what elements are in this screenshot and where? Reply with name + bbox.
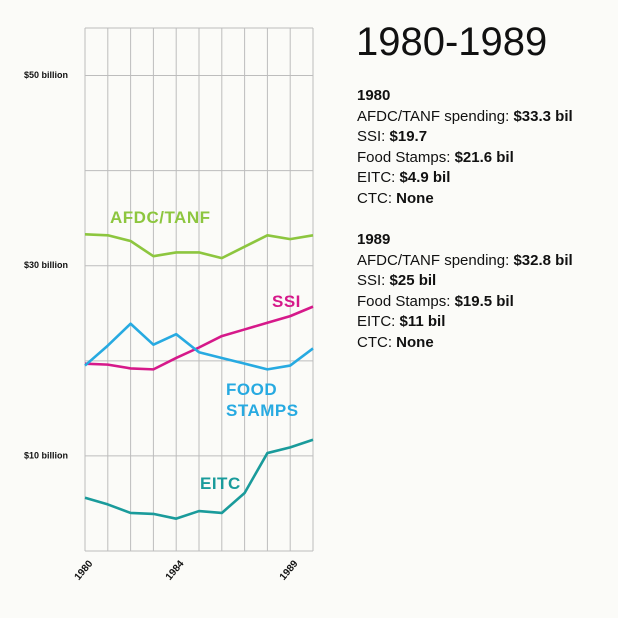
note-row: AFDC/TANF spending: $32.8 bil — [357, 251, 573, 272]
note-value: $11 bil — [399, 313, 446, 330]
notes: 1980 AFDC/TANF spending: $33.3 bil SSI: $1… — [357, 86, 573, 374]
note-row: Food Stamps: $21.6 bil — [357, 148, 573, 169]
x-tick-label: 1989 — [278, 558, 301, 582]
note-label: Food Stamps: — [357, 292, 451, 310]
series-line — [84, 438, 314, 520]
series-label: AFDC/TANF — [110, 208, 211, 227]
series-label: FOOD STAMPS — [226, 380, 299, 420]
note-section: 1989 AFDC/TANF spending: $32.8 bil SSI: $2… — [357, 230, 573, 353]
y-tick-label: $30 billion — [24, 260, 68, 270]
note-label: SSI: — [357, 272, 386, 289]
note-label: SSI: — [357, 128, 386, 145]
note-label: EITC: — [357, 169, 396, 186]
note-value: $32.8 bil — [513, 251, 573, 269]
note-value: $25 bil — [389, 272, 437, 289]
chart-title: 1980-1989 — [356, 20, 548, 64]
note-section: 1980 AFDC/TANF spending: $33.3 bil SSI: $1… — [357, 86, 573, 209]
note-row: CTC: None — [357, 189, 573, 210]
note-row: EITC: $4.9 bil — [357, 168, 573, 189]
note-row: EITC: $11 bil — [357, 312, 573, 333]
note-value: $19.5 bil — [454, 292, 514, 310]
note-row: AFDC/TANF spending: $33.3 bil — [357, 107, 573, 128]
y-tick-label: $50 billion — [24, 70, 68, 80]
note-label: EITC: — [357, 313, 396, 330]
x-tick-label: 1984 — [164, 558, 187, 582]
series-line — [84, 233, 314, 260]
series-label: EITC — [200, 474, 241, 493]
note-row: Food Stamps: $19.5 bil — [357, 292, 573, 313]
note-row: SSI: $25 bil — [357, 271, 573, 292]
note-value: $4.9 bil — [399, 169, 451, 186]
note-row: SSI: $19.7 — [357, 127, 573, 148]
note-value: None — [396, 189, 434, 207]
note-value: $21.6 bil — [454, 148, 514, 166]
note-year: 1980 — [357, 87, 391, 104]
note-value: None — [396, 333, 434, 351]
note-label: CTC: — [357, 189, 392, 207]
chart: $10 billion $30 billion $50 billion 1980 198… — [24, 27, 314, 583]
note-label: Food Stamps: — [357, 148, 451, 166]
note-row: CTC: None — [357, 333, 573, 354]
series-line — [84, 322, 314, 371]
note-value: $19.7 — [389, 128, 428, 145]
series-line — [84, 305, 314, 371]
x-tick-label: 1980 — [73, 558, 96, 582]
note-label: AFDC/TANF spending: — [357, 251, 510, 269]
note-label: AFDC/TANF spending: — [357, 107, 510, 125]
series-label: SSI — [272, 292, 301, 311]
note-year: 1989 — [357, 231, 391, 248]
y-tick-label: $10 billion — [24, 450, 68, 460]
note-value: $33.3 bil — [513, 107, 573, 125]
note-label: CTC: — [357, 333, 392, 351]
